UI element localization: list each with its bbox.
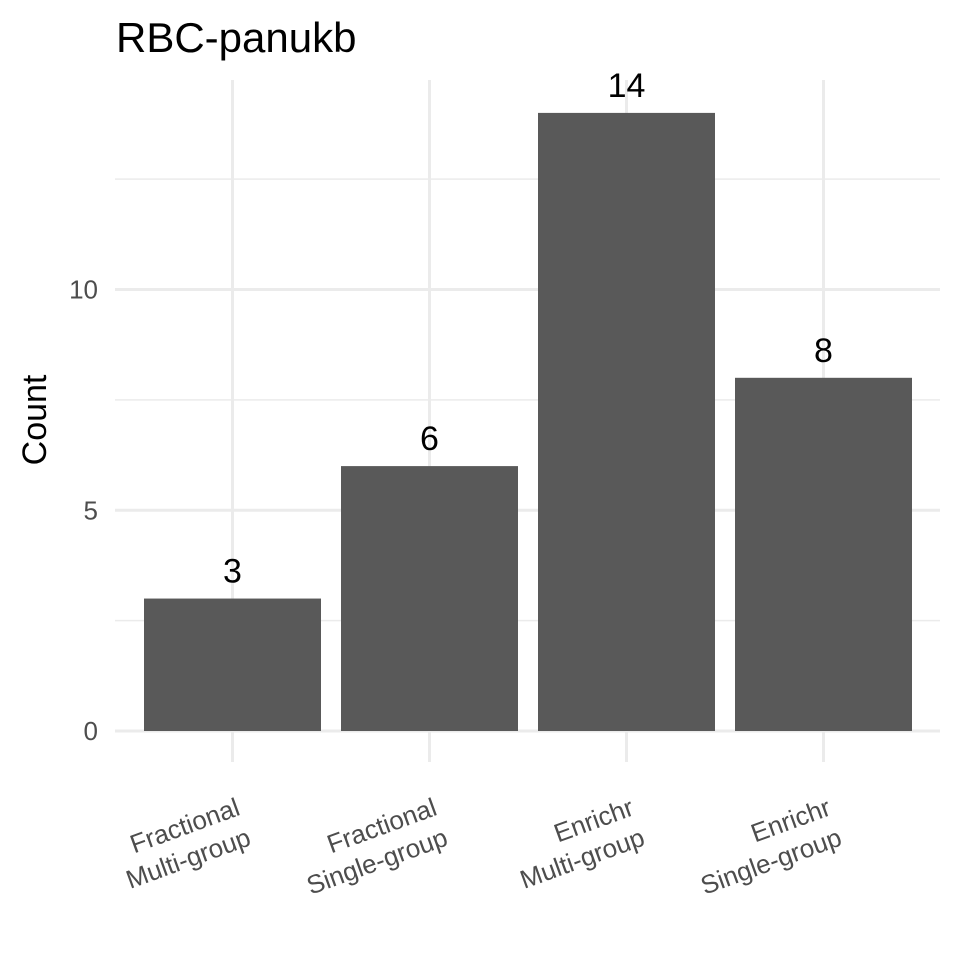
bar-value-label: 6 <box>420 420 439 458</box>
bar <box>341 466 518 731</box>
bar <box>144 598 321 731</box>
bar <box>538 112 715 731</box>
y-tick-label: 5 <box>84 495 98 525</box>
chart-title: RBC-panukb <box>116 14 356 61</box>
bars <box>144 112 912 731</box>
bar-value-labels: 3 6 14 8 <box>223 67 833 591</box>
y-axis-ticks: 0 5 10 <box>69 275 98 747</box>
bar <box>735 377 912 731</box>
bar-value-label: 14 <box>608 67 646 105</box>
y-axis-title: Count <box>16 374 54 465</box>
y-tick-label: 0 <box>84 716 98 746</box>
bar-value-label: 3 <box>223 553 242 591</box>
bar-value-label: 8 <box>814 332 833 370</box>
y-tick-label: 10 <box>69 275 98 305</box>
